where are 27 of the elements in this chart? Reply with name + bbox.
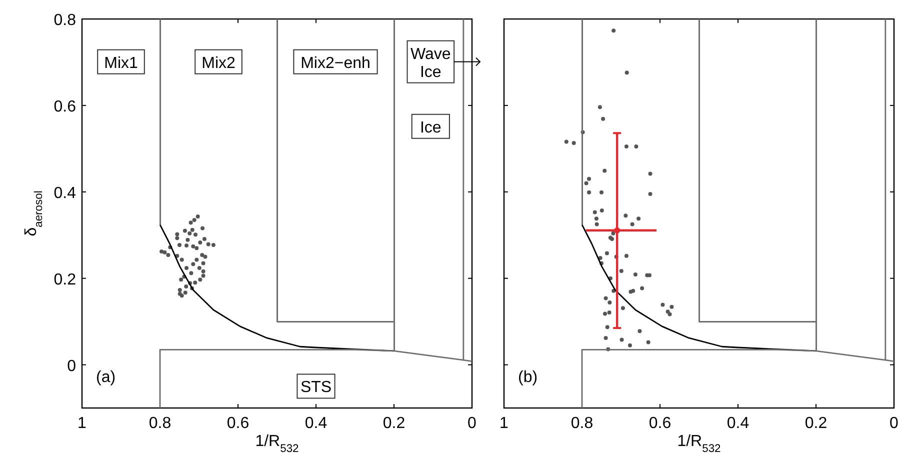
y-tick-label: 0.6 [54,98,76,116]
x-tick-label: 0.4 [304,415,328,432]
y-tick-label: 0 [67,358,76,375]
x-tick-label: 0.2 [382,415,406,432]
annotation: STS [300,379,332,396]
y-tick-label: 0.4 [54,184,76,202]
annotation: Mix2 [202,54,236,72]
x-tick-label: 0 [890,415,899,432]
x-axis-title: 1/R$_{532}$ [255,433,299,455]
x-tick-label: 0.8 [570,415,594,432]
annotation: Mix1 [104,54,138,72]
x-tick-label: 0.8 [148,415,172,432]
x-axis-title: 1/R$_{532}$ [677,433,721,455]
text: (a) [96,369,116,386]
x-tick-label: 0.2 [804,415,828,432]
x-tick-label: 0.6 [226,415,250,432]
x-tick-label: 0 [468,415,477,432]
annotation: Wave Ice [410,46,451,81]
x-tick-label: 1 [500,415,509,432]
text: (b) [518,369,538,386]
y-tick-label: 0.8 [54,12,76,29]
x-tick-label: 0.4 [726,415,750,432]
x-tick-label: 1 [78,415,87,432]
x-tick-label: 0.6 [648,415,672,432]
y-tick-label: 0.2 [54,271,76,288]
annotation: Ice [420,119,442,136]
annotation: Mix2−enh [300,54,370,72]
